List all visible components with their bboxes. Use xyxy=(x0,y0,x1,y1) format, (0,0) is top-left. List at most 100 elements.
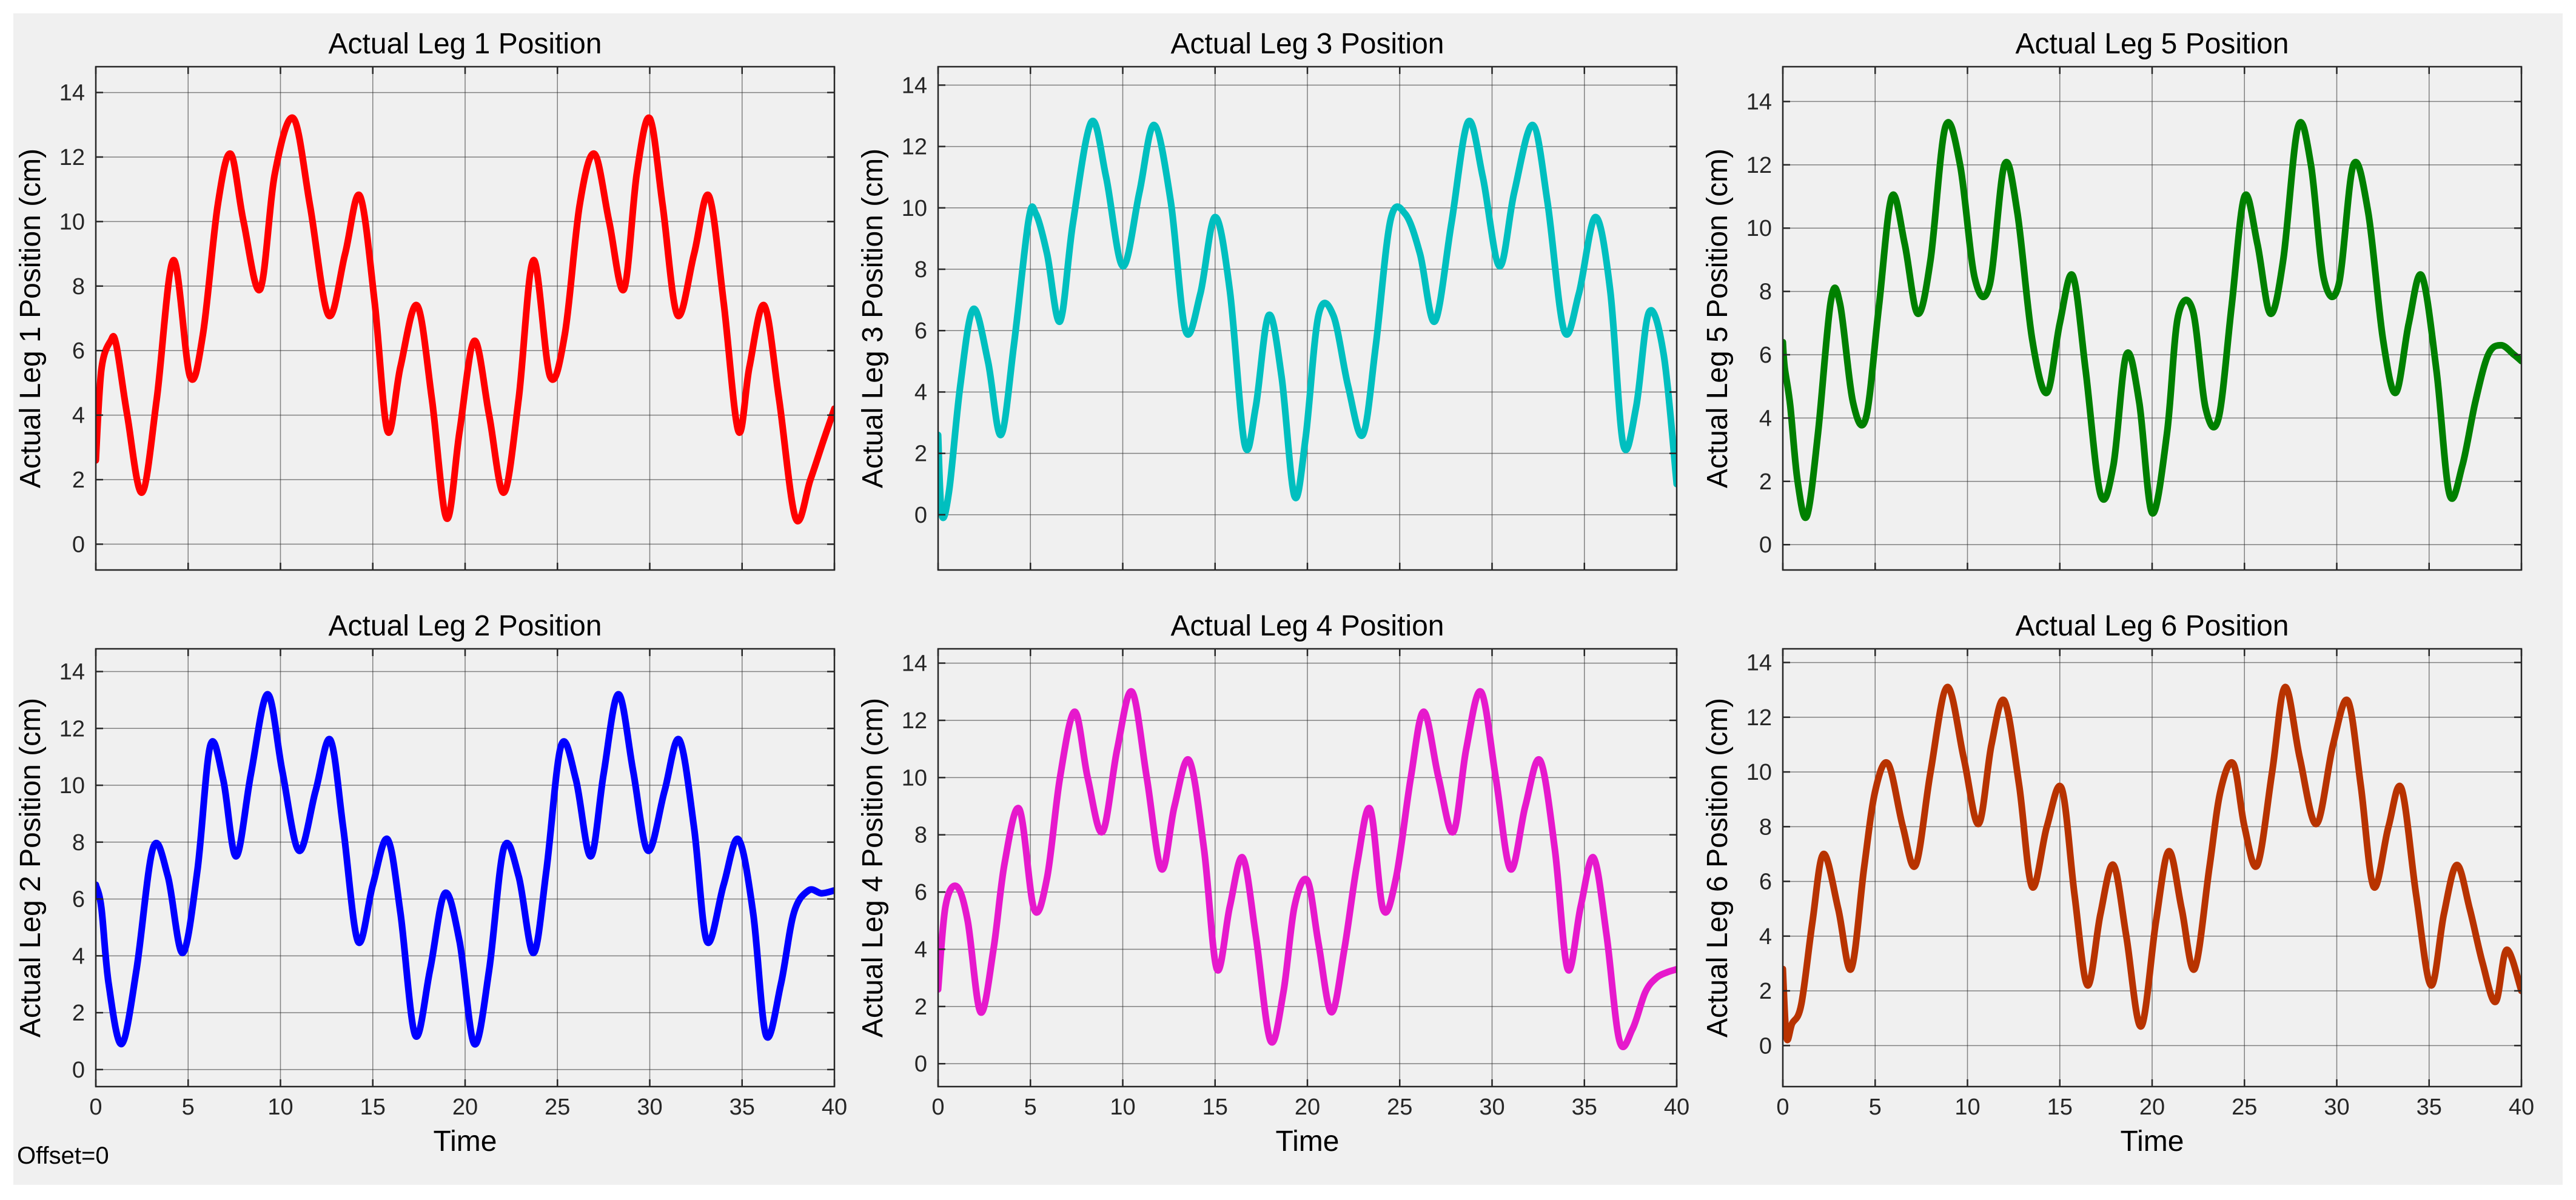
y-tick-label: 0 xyxy=(914,503,927,528)
subplot-2: 0 2 4 6 8 10 12 14 Actual Leg 3 Position Actual L… xyxy=(857,28,1678,571)
x-tick-label: 0 xyxy=(1776,1094,1789,1120)
y-tick-label: 12 xyxy=(59,145,85,170)
y-tick-label: 14 xyxy=(902,651,927,677)
x-tick-label: 20 xyxy=(2139,1094,2165,1120)
y-tick-label: 12 xyxy=(1746,705,1772,731)
chart-title: Actual Leg 4 Position xyxy=(1171,610,1444,642)
y-tick-label: 10 xyxy=(902,196,927,221)
y-tick-label: 2 xyxy=(914,441,927,467)
x-tick-label: 35 xyxy=(2417,1094,2442,1120)
x-tick-label: 30 xyxy=(637,1094,662,1120)
y-tick-label: 14 xyxy=(1746,89,1772,115)
subplot-3: 0 2 4 6 8 10 12 14 Actual Leg 5 Position Actual L… xyxy=(1702,28,2523,571)
y-tick-label: 6 xyxy=(914,318,927,344)
x-tick-label: 0 xyxy=(89,1094,102,1120)
series-line-leg-1 xyxy=(96,114,834,525)
y-tick-label: 2 xyxy=(1759,469,1772,495)
y-tick-label: 14 xyxy=(1746,651,1772,676)
x-tick-label: 25 xyxy=(545,1094,570,1120)
x-axis-label: Time xyxy=(1276,1125,1340,1158)
y-tick-label: 0 xyxy=(72,1058,85,1083)
y-tick-label: 14 xyxy=(59,660,85,685)
y-tick-label: 2 xyxy=(72,468,85,493)
y-tick-label: 8 xyxy=(914,257,927,283)
series-line-leg-3 xyxy=(938,117,1677,521)
x-tick-label: 30 xyxy=(2324,1094,2349,1120)
x-tick-label: 5 xyxy=(1024,1094,1037,1120)
series-line-leg-2 xyxy=(96,691,834,1048)
y-tick-label: 14 xyxy=(59,81,85,106)
x-tick-label: 15 xyxy=(360,1094,386,1120)
y-tick-label: 10 xyxy=(59,209,85,235)
y-tick-label: 8 xyxy=(72,830,85,856)
x-tick-label: 10 xyxy=(1954,1094,1980,1120)
y-axis-label: Actual Leg 2 Position (cm) xyxy=(15,698,47,1037)
y-tick-label: 6 xyxy=(1759,870,1772,895)
x-tick-label: 25 xyxy=(1387,1094,1412,1120)
series-line-leg-4 xyxy=(938,688,1677,1050)
y-axis-label: Actual Leg 3 Position (cm) xyxy=(857,149,889,488)
subplot-5: 0 5 10 15 20 25 30 35 40 0 2 4 6 8 10 12 14 Actual Leg 4 … xyxy=(857,610,1689,1158)
y-tick-label: 12 xyxy=(1746,153,1772,178)
x-tick-label: 40 xyxy=(1664,1094,1689,1120)
y-tick-label: 6 xyxy=(1759,343,1772,368)
y-tick-label: 14 xyxy=(902,73,927,98)
subplot-1: 0 2 4 6 8 10 12 14 Actual Leg 1 Position Actual L… xyxy=(15,28,836,571)
series-line-leg-6 xyxy=(1783,683,2521,1044)
y-tick-label: 12 xyxy=(902,708,927,734)
x-tick-label: 5 xyxy=(182,1094,195,1120)
y-tick-label: 2 xyxy=(914,994,927,1020)
x-tick-label: 0 xyxy=(931,1094,944,1120)
x-tick-label: 10 xyxy=(1110,1094,1135,1120)
x-tick-label: 35 xyxy=(1572,1094,1597,1120)
y-tick-label: 2 xyxy=(72,1001,85,1026)
x-axis-label: Time xyxy=(2121,1125,2184,1158)
chart-title: Actual Leg 3 Position xyxy=(1171,28,1444,60)
x-tick-label: 35 xyxy=(730,1094,755,1120)
chart-title: Actual Leg 5 Position xyxy=(2016,28,2289,60)
y-tick-label: 6 xyxy=(72,338,85,364)
y-tick-label: 4 xyxy=(914,380,927,405)
y-tick-label: 0 xyxy=(1759,1033,1772,1059)
y-tick-label: 6 xyxy=(72,887,85,913)
y-tick-label: 6 xyxy=(914,880,927,905)
x-tick-label: 15 xyxy=(2047,1094,2073,1120)
y-tick-label: 4 xyxy=(1759,406,1772,431)
chart-title: Actual Leg 6 Position xyxy=(2016,610,2289,642)
subplot-4: 0 5 10 15 20 25 30 35 40 0 2 4 6 8 10 12 14 Actual Leg 2 … xyxy=(15,610,847,1158)
y-tick-label: 0 xyxy=(1759,532,1772,558)
x-tick-label: 40 xyxy=(2509,1094,2534,1120)
chart-title: Actual Leg 2 Position xyxy=(329,610,602,642)
y-tick-label: 4 xyxy=(914,937,927,962)
x-axis-label: Time xyxy=(434,1125,497,1158)
y-tick-label: 4 xyxy=(72,403,85,429)
y-axis-label: Actual Leg 5 Position (cm) xyxy=(1702,149,1734,488)
chart-title: Actual Leg 1 Position xyxy=(329,28,602,60)
y-tick-label: 12 xyxy=(902,135,927,160)
y-tick-label: 12 xyxy=(59,716,85,742)
y-axis-label: Actual Leg 6 Position (cm) xyxy=(1702,698,1734,1037)
subplot-6: 0 5 10 15 20 25 30 35 40 0 2 4 6 8 10 12 14 Actual Leg 6 … xyxy=(1702,610,2534,1158)
offset-label: Offset=0 xyxy=(17,1142,109,1169)
y-tick-label: 10 xyxy=(902,765,927,791)
y-tick-label: 8 xyxy=(1759,280,1772,305)
x-tick-label: 20 xyxy=(1295,1094,1320,1120)
y-tick-label: 4 xyxy=(1759,924,1772,950)
x-tick-label: 30 xyxy=(1479,1094,1504,1120)
y-tick-label: 8 xyxy=(914,823,927,848)
y-tick-label: 10 xyxy=(1746,760,1772,785)
x-tick-label: 20 xyxy=(452,1094,478,1120)
y-tick-label: 10 xyxy=(1746,216,1772,241)
y-tick-label: 8 xyxy=(72,274,85,300)
y-tick-label: 0 xyxy=(914,1051,927,1077)
y-axis-label: Actual Leg 1 Position (cm) xyxy=(15,149,47,488)
y-tick-label: 10 xyxy=(59,773,85,799)
y-axis-label: Actual Leg 4 Position (cm) xyxy=(857,698,889,1037)
series-line-leg-5 xyxy=(1783,119,2521,521)
x-tick-label: 40 xyxy=(822,1094,847,1120)
x-tick-label: 25 xyxy=(2232,1094,2257,1120)
x-tick-label: 10 xyxy=(267,1094,293,1120)
x-tick-label: 15 xyxy=(1202,1094,1228,1120)
x-tick-label: 5 xyxy=(1869,1094,1882,1120)
